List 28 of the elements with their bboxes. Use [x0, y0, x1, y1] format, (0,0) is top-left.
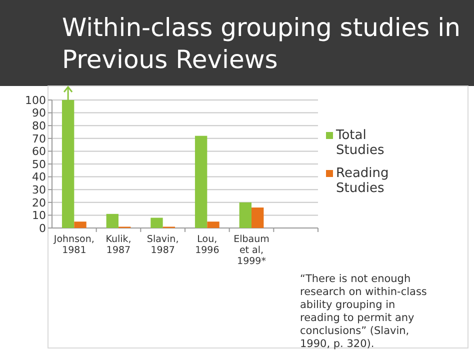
y-tick-label: 100	[25, 94, 46, 107]
bar	[74, 222, 86, 228]
bar	[207, 222, 220, 228]
chart-title: Within-class grouping studies in Previous Reviews	[62, 13, 460, 74]
x-tick-label: Elbaum et al, 1999*	[234, 234, 270, 267]
legend-label: Total Studies	[335, 128, 384, 158]
y-tick-label: 90	[32, 106, 46, 120]
legend-label: Reading Studies	[336, 166, 389, 196]
y-tick-label: 0	[39, 222, 46, 235]
bar	[252, 208, 264, 228]
x-tick-label: Lou, 1996	[195, 234, 220, 256]
bar	[239, 202, 252, 228]
y-tick-label: 40	[32, 170, 46, 184]
bar	[62, 100, 74, 228]
y-tick-label: 60	[32, 145, 46, 158]
x-tick-label: Johnson, 1981	[52, 234, 94, 256]
x-tick-label: Kulik, 1987	[106, 234, 132, 256]
bar	[194, 136, 208, 228]
y-tick-label: 80	[32, 119, 46, 132]
bar	[150, 218, 163, 228]
text: “There is not enough research on within-class ability grouping in reading to permit any conclusions” (Slavin, 1990, p. 320).	[300, 273, 427, 350]
y-tick-label: 30	[32, 183, 46, 196]
x-tick-label: Slavin, 1987	[146, 234, 179, 256]
y-tick-label: 10	[32, 209, 46, 222]
y-tick-label: 20	[32, 196, 46, 210]
y-tick-label: 50	[32, 158, 46, 171]
y-tick-label: 70	[32, 132, 46, 146]
bar	[106, 214, 118, 228]
